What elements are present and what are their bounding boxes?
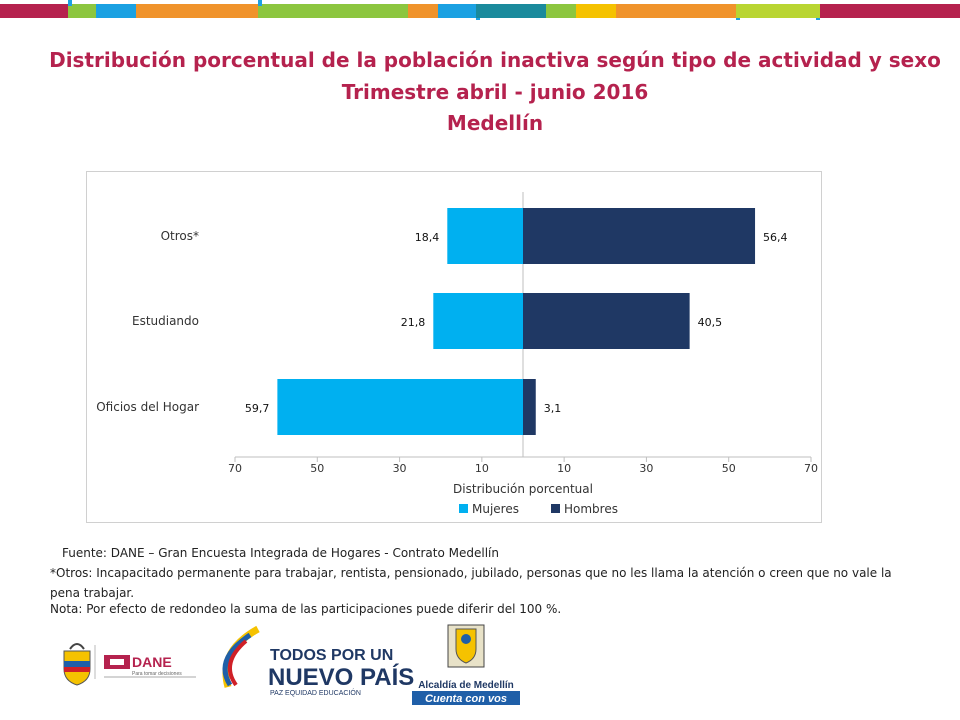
data-label-mujeres: 21,8 [401, 316, 426, 329]
data-label-mujeres: 18,4 [415, 231, 440, 244]
x-tick-label: 30 [639, 462, 653, 475]
data-label-hombres: 56,4 [763, 231, 788, 244]
alcaldia-line1: Alcaldía de Medellín [418, 680, 514, 691]
bar-hombres [523, 293, 690, 349]
bar-chart: 70 50 30 10 10 30 50 70 Distribución porcentual O… [96, 192, 818, 516]
x-tick-label: 30 [393, 462, 407, 475]
top-color-band [0, 0, 960, 20]
x-axis-label: Distribución porcentual [453, 482, 593, 496]
rounding-note: Nota: Por efecto de redondeo la suma de … [50, 602, 562, 616]
logos-bar: DANE Para tomar decisiones TODOS POR UN … [63, 624, 520, 705]
legend-swatch-mujeres [459, 504, 468, 513]
x-tick-label: 50 [310, 462, 324, 475]
data-label-hombres: 3,1 [544, 402, 562, 415]
gov-line3: PAZ EQUIDAD EDUCACIÓN [270, 688, 361, 697]
category-label: Otros* [161, 229, 199, 243]
legend-label-mujeres: Mujeres [472, 502, 519, 516]
data-label-mujeres: 59,7 [245, 402, 270, 415]
dane-text: DANE [132, 654, 172, 670]
dane-logo: DANE Para tomar decisiones [104, 654, 196, 678]
alcaldia-line2: Cuenta con vos [425, 693, 507, 705]
colombia-coat-of-arms-icon [63, 643, 91, 686]
todos-por-un-nuevo-pais-logo: TODOS POR UN NUEVO PAÍS PAZ EQUIDAD EDUC… [222, 625, 414, 697]
source-note: Fuente: DANE – Gran Encuesta Integrada d… [62, 546, 499, 560]
otros-footnote: *Otros: Incapacitado permanente para tra… [50, 566, 892, 600]
gov-line1: TODOS POR UN [270, 647, 393, 664]
x-tick-label: 70 [228, 462, 242, 475]
chart-subtitle: Trimestre abril - junio 2016 [341, 80, 649, 104]
x-tick-label: 50 [722, 462, 736, 475]
bar-mujeres [433, 293, 523, 349]
x-tick-label: 10 [475, 462, 489, 475]
chart-title: Distribución porcentual de la población … [49, 48, 941, 72]
bar-mujeres [277, 379, 523, 435]
x-tick-label: 10 [557, 462, 571, 475]
alcaldia-medellin-logo: Alcaldía de Medellín Cuenta con vos [412, 624, 520, 705]
gov-line2: NUEVO PAÍS [268, 663, 414, 691]
legend-swatch-hombres [551, 504, 560, 513]
category-label: Estudiando [132, 314, 199, 328]
bar-mujeres [447, 208, 523, 264]
bar-hombres [523, 379, 536, 435]
category-label: Oficios del Hogar [96, 400, 199, 414]
chart-city: Medellín [446, 111, 544, 135]
dane-tagline: Para tomar decisiones [132, 671, 182, 677]
bar-hombres [523, 208, 756, 264]
x-tick-label: 70 [804, 462, 818, 475]
data-label-hombres: 40,5 [698, 316, 723, 329]
legend-label-hombres: Hombres [564, 502, 618, 516]
chart-area: 70 50 30 10 10 30 50 70 Distribución porcentual O… [86, 171, 822, 523]
